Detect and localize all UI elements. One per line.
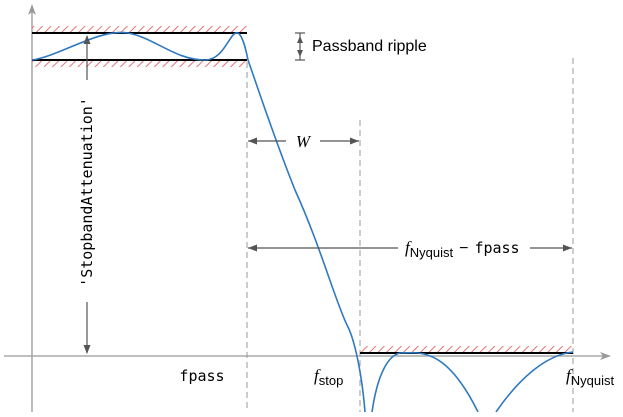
nyquist-minus-fpass-label: fNyquist − fpass bbox=[405, 238, 520, 260]
x-axis-arrow-icon bbox=[600, 352, 611, 360]
ripple-arrow-icon bbox=[295, 32, 305, 61]
transition-width-label: W bbox=[296, 132, 312, 151]
y-axis-arrow-icon bbox=[28, 4, 36, 15]
passband-ripple-label: Passband ripple bbox=[312, 38, 427, 55]
stopband-limit bbox=[360, 346, 573, 354]
fstop-tick-label: fstop bbox=[314, 366, 343, 388]
attenuation-arrow-icon bbox=[83, 35, 91, 354]
passband-lower-limit bbox=[32, 59, 247, 67]
filter-response-curve bbox=[31, 31, 574, 412]
x-axis bbox=[4, 352, 611, 360]
span-arrow-icon bbox=[248, 244, 572, 252]
y-axis bbox=[28, 4, 36, 412]
width-arrow-icon bbox=[248, 137, 359, 145]
fpass-tick-label: fpass bbox=[179, 367, 224, 385]
stopband-attenuation-label: 'StopbandAttenuation' bbox=[78, 97, 96, 287]
fnyquist-tick-label: fNyquist bbox=[566, 366, 614, 388]
passband-upper-limit bbox=[32, 26, 247, 34]
